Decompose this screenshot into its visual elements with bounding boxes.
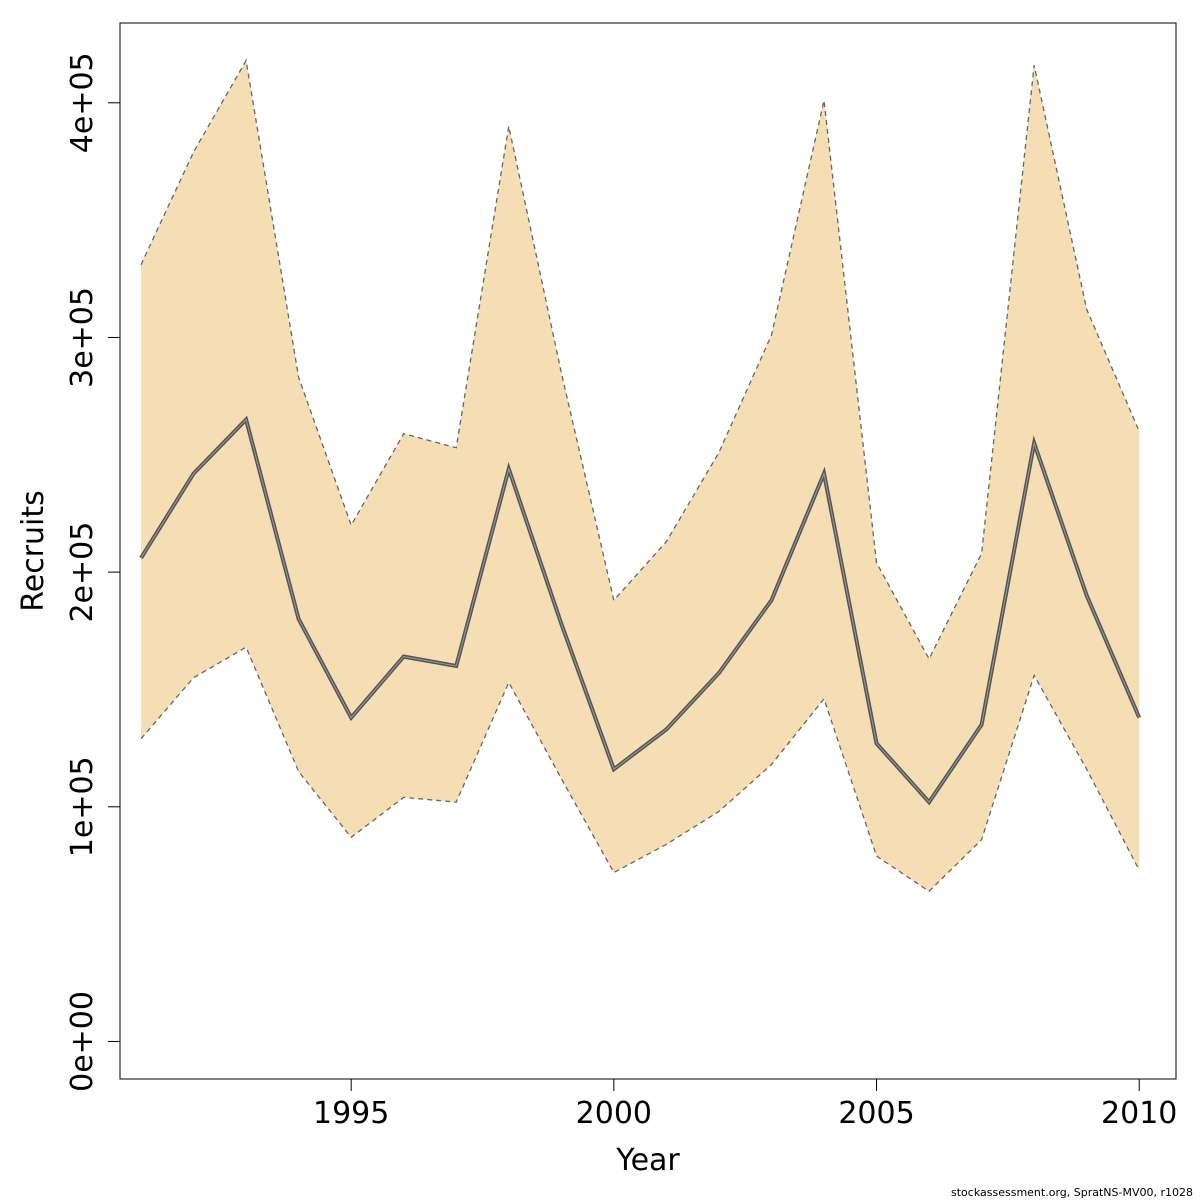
y-axis-title: Recruits: [16, 490, 51, 612]
y-tick-label: 0e+00: [65, 991, 100, 1092]
estimate-line-highlight: [140, 418, 1140, 803]
confidence-band: [141, 60, 1140, 892]
y-tick-label: 3e+05: [65, 287, 100, 388]
x-axis-title: Year: [615, 1143, 680, 1178]
x-axis: 1995 2000 2005 2010: [313, 1079, 1177, 1131]
x-tick-label: 2000: [576, 1096, 652, 1131]
plot-frame: [119, 22, 1177, 1080]
estimate-line-layer: [139, 415, 1142, 806]
x-tick-label: 2005: [838, 1096, 914, 1131]
x-tick-label: 2010: [1101, 1096, 1177, 1131]
x-tick-label: 1995: [313, 1096, 389, 1131]
footer-caption: stockassessment.org, SpratNS-MV00, r1028: [951, 1186, 1193, 1199]
y-tick-label: 2e+05: [65, 522, 100, 623]
y-tick-label: 1e+05: [65, 756, 100, 857]
confidence-band-layer: [140, 58, 1140, 893]
y-tick-label: 4e+05: [65, 52, 100, 153]
y-axis: 0e+00 1e+05 2e+05 3e+05 4e+05: [65, 52, 120, 1092]
lower-bound-line: [140, 646, 1140, 893]
upper-bound-line: [140, 58, 1140, 661]
